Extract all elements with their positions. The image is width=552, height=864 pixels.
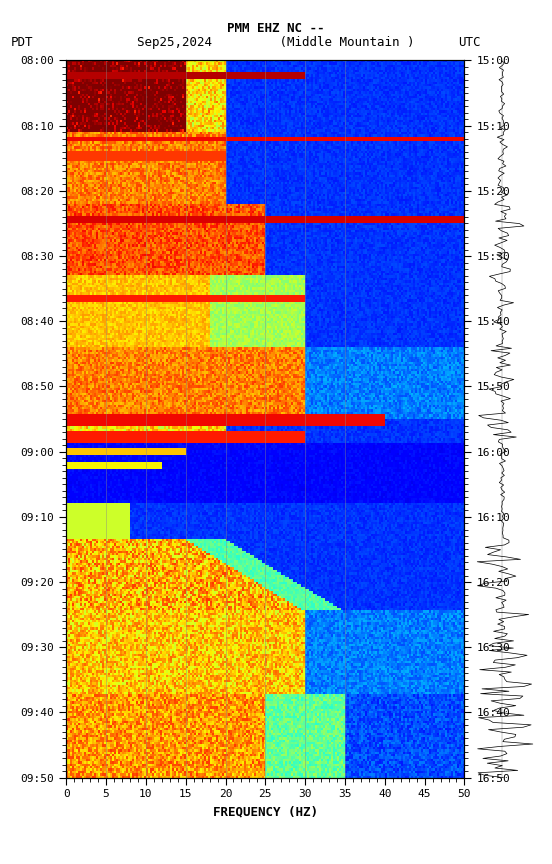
Text: UTC: UTC <box>458 36 481 49</box>
Text: PDT: PDT <box>11 36 34 49</box>
X-axis label: FREQUENCY (HZ): FREQUENCY (HZ) <box>213 805 318 818</box>
Text: PMM EHZ NC --: PMM EHZ NC -- <box>227 22 325 35</box>
Text: Sep25,2024         (Middle Mountain ): Sep25,2024 (Middle Mountain ) <box>137 36 415 49</box>
